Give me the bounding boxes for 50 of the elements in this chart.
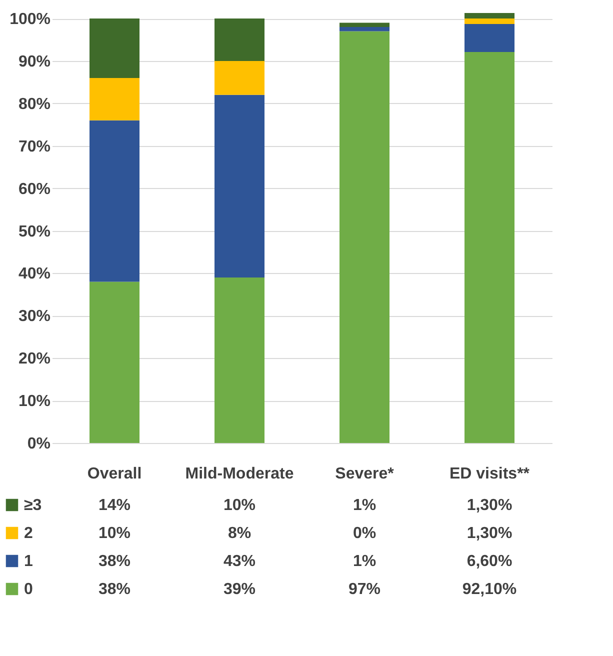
data-label: 6,60% [466, 553, 512, 570]
y-tick-label: 50% [18, 223, 50, 240]
data-label: 10% [223, 497, 256, 514]
bar [464, 18, 514, 24]
bar [214, 18, 264, 61]
y-tick-label: 60% [18, 180, 50, 198]
data-label: 1% [352, 497, 376, 514]
y-tick-label: 30% [18, 308, 50, 326]
y-tick-label: 90% [18, 53, 50, 70]
bar [340, 31, 390, 443]
bar [214, 60, 264, 95]
y-tick-label: 100% [10, 11, 50, 28]
data-label: 92,10% [462, 581, 517, 598]
bar [464, 52, 514, 443]
bar [90, 18, 140, 78]
y-tick-label: 40% [18, 266, 50, 283]
data-label: 1% [352, 553, 376, 570]
x-tick-label: Mild-Moderate [185, 466, 294, 482]
data-label: 38% [98, 553, 131, 570]
bar [464, 13, 514, 19]
bar [340, 27, 390, 32]
y-tick-label: 70% [18, 138, 50, 156]
y-tick-label: 10% [18, 393, 50, 410]
bar [90, 78, 140, 120]
y-tick-label: 80% [18, 96, 50, 113]
bar [214, 277, 264, 443]
legend-label: 0 [24, 581, 33, 598]
legend-label: ≥3 [24, 497, 42, 514]
bar [464, 24, 514, 52]
bar [90, 282, 140, 443]
bar [340, 22, 390, 28]
y-tick-label: 20% [18, 350, 50, 368]
bar [214, 94, 264, 278]
x-tick-label: Severe* [335, 466, 395, 482]
legend-label: 2 [24, 525, 33, 542]
data-label: 14% [98, 497, 131, 514]
x-tick-label: ED visits** [449, 466, 530, 482]
legend-label: 1 [24, 553, 33, 570]
y-tick-label: 0% [27, 436, 50, 452]
data-label: 43% [223, 553, 256, 570]
data-label: 1,30% [466, 525, 512, 542]
data-label: 1,30% [466, 497, 512, 514]
data-label: 8% [228, 525, 252, 542]
data-label: 39% [223, 581, 256, 598]
data-label: 38% [98, 581, 131, 598]
x-tick-label: Overall [87, 466, 142, 482]
data-label: 0% [352, 525, 376, 542]
data-label: 10% [98, 525, 131, 542]
data-label: 97% [348, 581, 381, 598]
bar [90, 120, 140, 282]
